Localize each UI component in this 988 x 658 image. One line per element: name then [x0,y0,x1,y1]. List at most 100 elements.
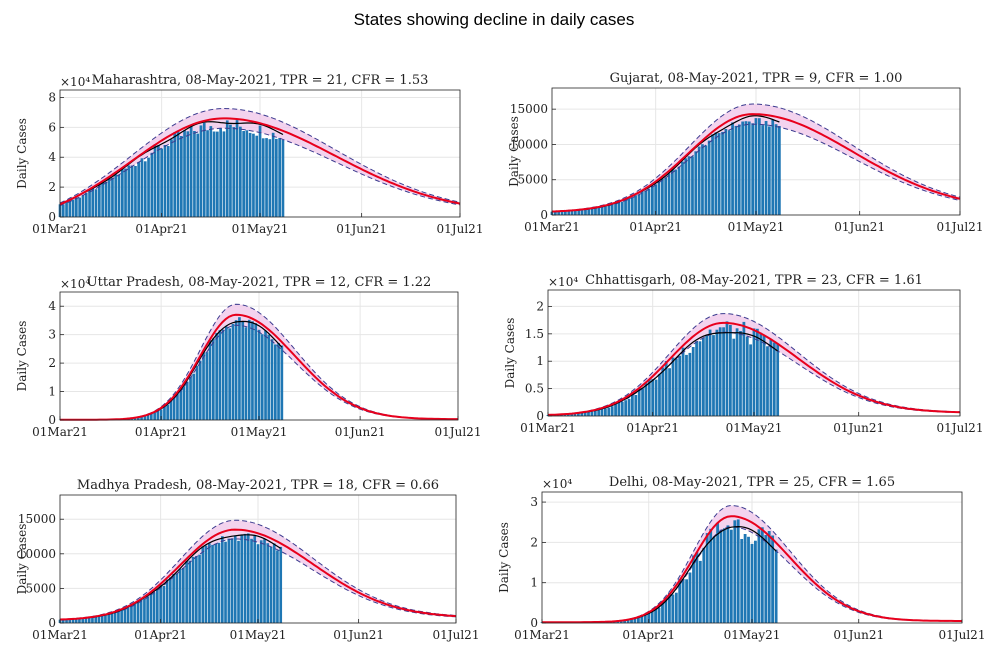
bar [149,594,153,623]
bar [247,319,251,420]
x-tick-label: 01Mar21 [32,222,88,236]
bar [654,184,658,215]
x-tick-label: 01Jul21 [433,628,480,642]
bar [178,568,182,623]
bar [71,619,75,623]
bar [587,209,591,215]
bar [232,127,236,217]
y-axis-label: Daily Cases [507,116,521,187]
bar [267,334,271,420]
bar [768,126,771,215]
bar [217,542,221,623]
bar [661,601,664,623]
bar [557,211,561,215]
bar [212,131,216,217]
bar [661,367,665,416]
bar [594,207,597,215]
bar [180,136,183,217]
bar [754,118,758,215]
bar [736,519,740,623]
bar [199,125,203,217]
bar [208,543,211,623]
bar [754,540,757,623]
bar [252,133,255,217]
bar [617,401,621,416]
bar [769,339,773,416]
bar [658,374,661,416]
y-tick-label: 1 [530,576,538,590]
bar [110,613,114,623]
bar [691,156,694,215]
y-multiplier: ×10⁴ [60,75,90,89]
bar [121,169,124,217]
bar [737,124,741,215]
bar [175,573,179,623]
panel-title: Gujarat, 08-May-2021, TPR = 9, CFR = 1.0… [610,71,903,86]
bar [152,592,156,623]
bar [726,525,730,623]
bar [218,330,222,420]
bar [269,546,273,623]
bar [587,412,590,416]
bar [694,151,698,215]
bar [695,341,698,416]
bar [117,174,121,217]
bar [624,199,627,215]
bar [637,194,641,215]
bar [257,329,261,420]
confidence-band [542,505,962,623]
y-tick-label: 2 [48,356,56,370]
bar [681,578,685,623]
x-tick-label: 01Mar21 [514,628,570,642]
bar [242,131,245,217]
x-tick-label: 01Apr21 [626,421,679,435]
bar [716,523,720,623]
bar [702,338,705,416]
bar [224,541,227,623]
bar [695,552,699,623]
bar [185,561,188,623]
y-tick-label: 0 [536,409,544,423]
bar [169,400,173,420]
bar [657,607,661,623]
bar [216,131,219,217]
bar [590,208,594,215]
bar [248,132,252,217]
bar [166,146,170,217]
bar [263,539,266,623]
bar [664,361,668,416]
bar [707,140,711,215]
bar [712,335,715,416]
bar [278,138,281,217]
bar [664,597,668,623]
bar [714,132,718,215]
bar [100,615,104,623]
bar [126,606,130,623]
confidence-band [60,304,458,420]
bar [688,352,692,416]
bar [727,130,731,215]
y-tick-label: 2 [536,299,544,313]
bar [195,556,198,623]
bar [134,166,137,217]
bar [759,332,763,416]
panel-title: Maharashtra, 08-May-2021, TPR = 21, CFR … [92,73,429,88]
bar [146,414,150,420]
bar [651,186,654,215]
bar [593,410,597,416]
bar [766,346,769,416]
bar [270,339,274,420]
x-tick-label: 01Jul21 [435,425,482,439]
bar [165,579,169,623]
bar [764,535,768,623]
bar [637,616,640,623]
bar [597,207,601,215]
bar [265,138,268,217]
bar [91,617,94,623]
panel-1: 01Mar21 01Apr21 01May21 01Jun21 01Jul21 0 2 4 6 8… [15,73,483,236]
bar [610,406,614,416]
bar [123,609,127,623]
bar [74,618,78,623]
bar [647,379,651,416]
x-tick-label: 01Jun21 [834,220,885,234]
